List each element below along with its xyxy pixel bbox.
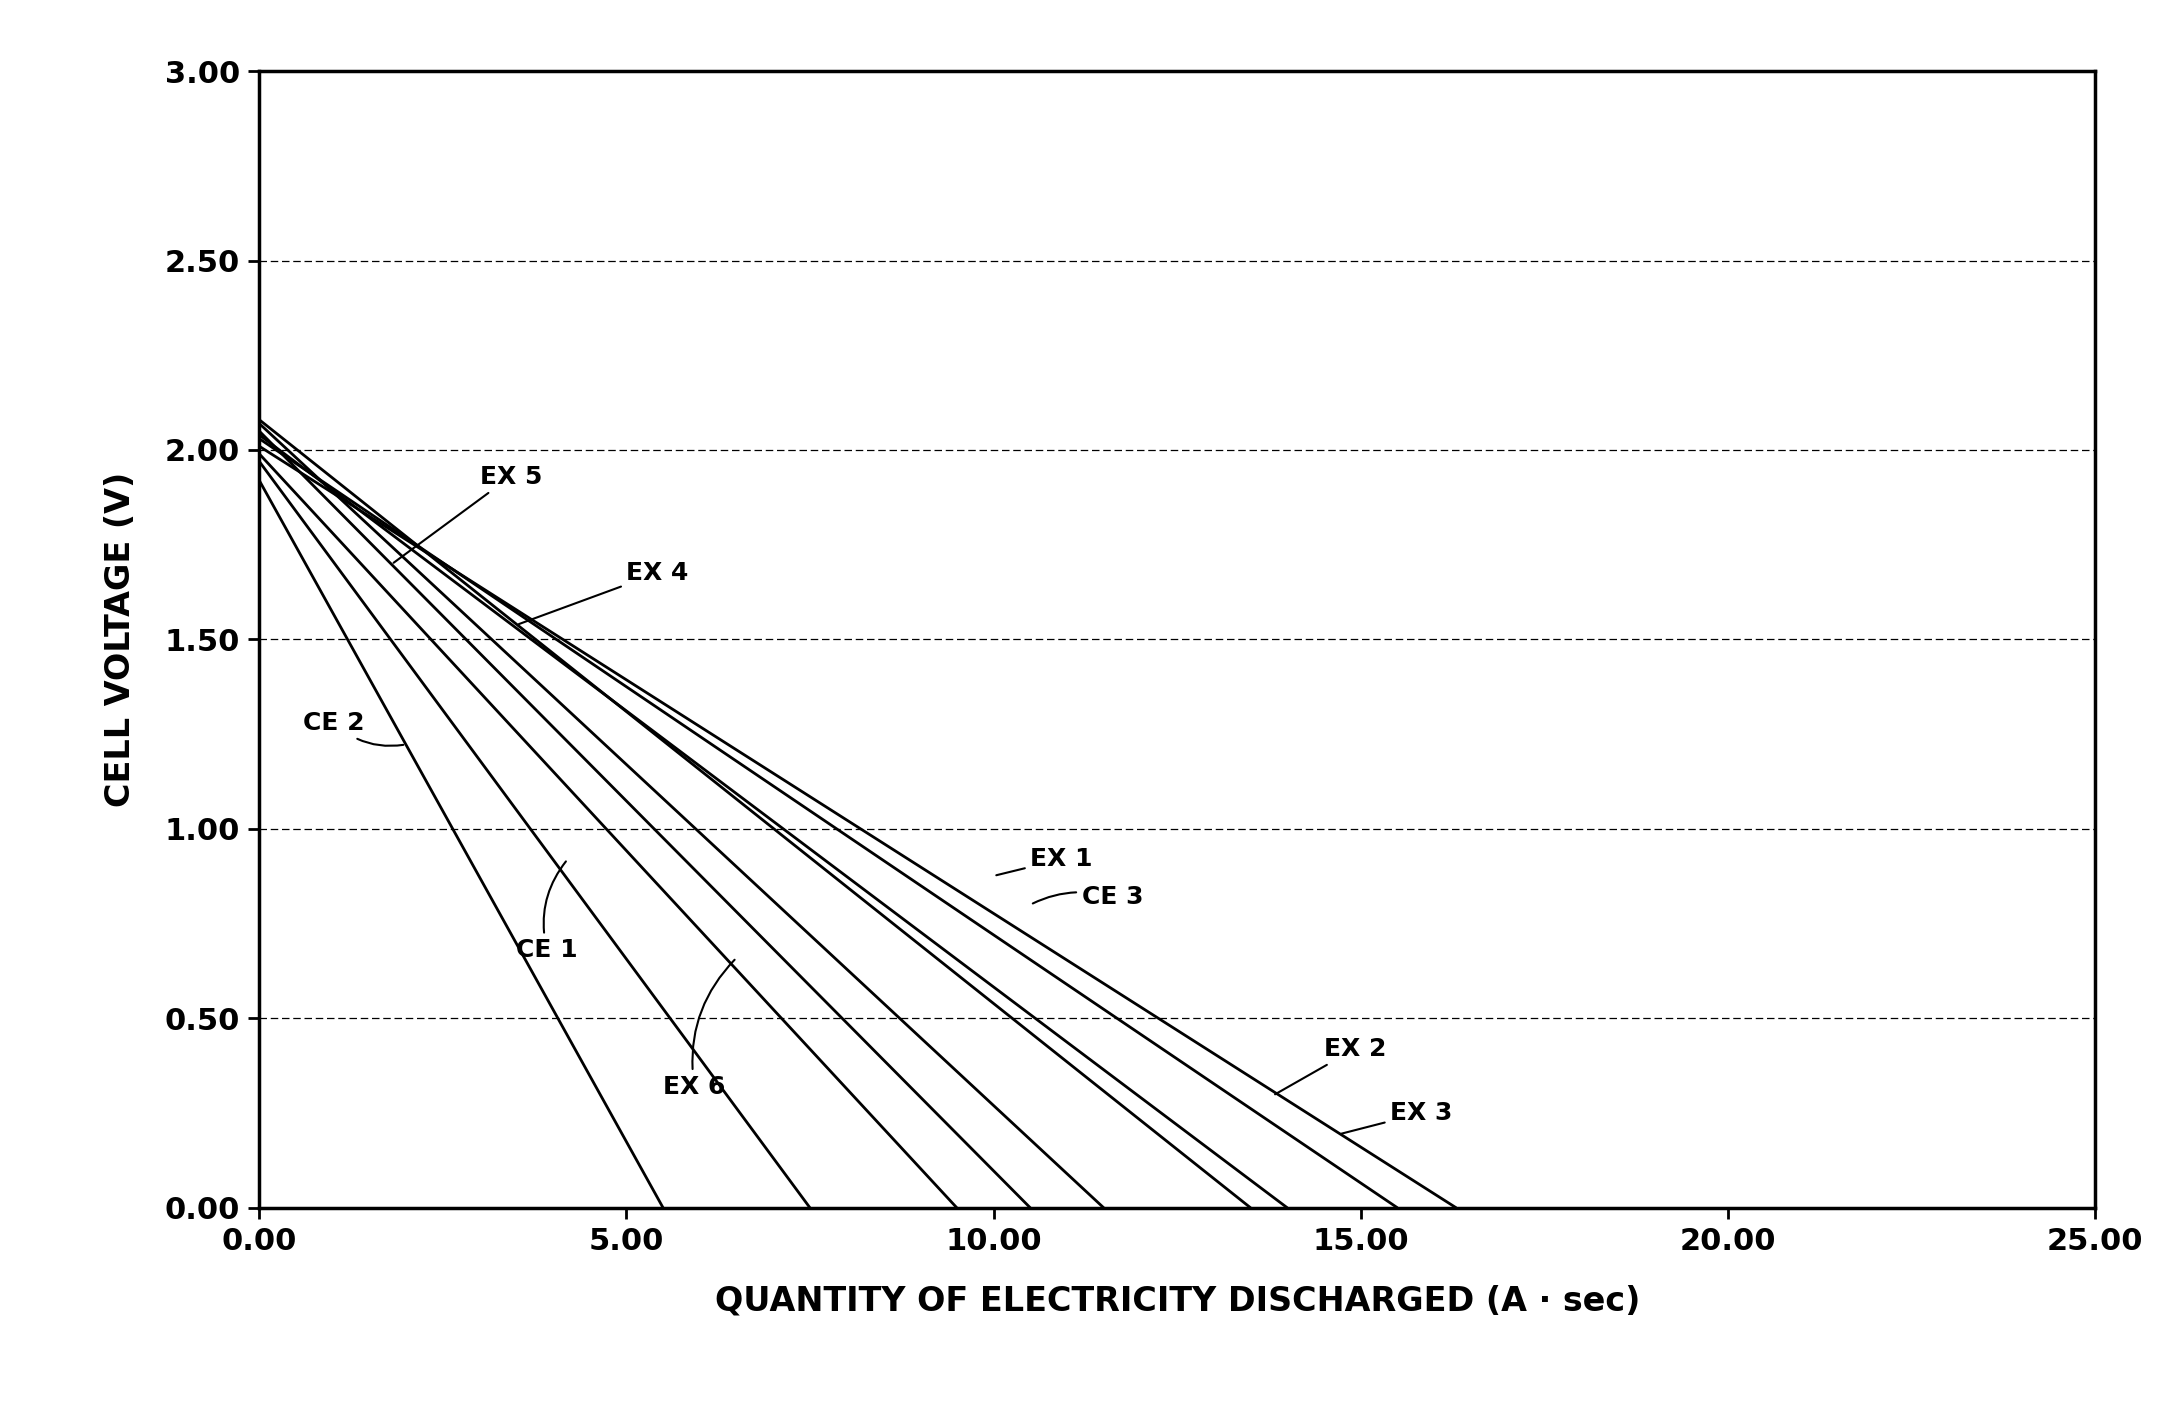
Text: EX 2: EX 2	[1274, 1037, 1387, 1094]
Text: EX 6: EX 6	[663, 959, 734, 1098]
Text: CE 3: CE 3	[1032, 885, 1143, 909]
Text: EX 3: EX 3	[1341, 1101, 1452, 1134]
Text: CE 2: CE 2	[302, 710, 404, 746]
Text: EX 1: EX 1	[996, 847, 1093, 875]
Text: CE 1: CE 1	[516, 861, 579, 962]
Text: EX 4: EX 4	[518, 561, 689, 624]
Y-axis label: CELL VOLTAGE (V): CELL VOLTAGE (V)	[104, 472, 136, 807]
X-axis label: QUANTITY OF ELECTRICITY DISCHARGED (A · sec): QUANTITY OF ELECTRICITY DISCHARGED (A · …	[715, 1285, 1639, 1317]
Text: EX 5: EX 5	[393, 465, 542, 563]
